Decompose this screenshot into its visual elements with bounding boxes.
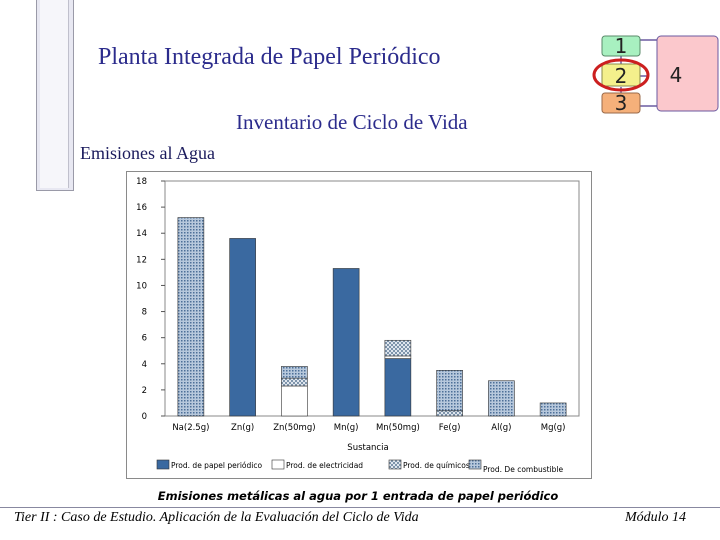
y-tick-label: 18	[136, 177, 147, 187]
chart-caption: Emisiones metálicas al agua por 1 entrad…	[157, 489, 559, 503]
y-tick-label: 0	[142, 412, 147, 422]
nav-step-1-box	[601, 35, 641, 57]
nav-step-4: 4	[670, 63, 683, 87]
legend-swatch	[388, 459, 402, 470]
bar-segment	[332, 268, 360, 417]
bar-segment	[281, 366, 308, 379]
y-tick-label: 10	[136, 281, 147, 291]
legend-label: Prod. de químicos	[403, 461, 470, 470]
bar-segment	[281, 377, 308, 387]
y-tick-label: 2	[142, 386, 147, 396]
plot-area-frame	[164, 180, 580, 417]
y-tick-label: 6	[142, 334, 147, 344]
x-tick-label: Mn(50mg)	[376, 423, 420, 433]
legend-label: Prod. de electricidad	[286, 461, 363, 470]
side-decoration-bar	[36, 0, 74, 191]
footer-course-text: Tier II : Caso de Estudio. Aplicación de…	[14, 510, 419, 525]
nav-step-3: 3	[615, 91, 628, 115]
bar-segment	[177, 217, 205, 417]
bar-segment	[229, 238, 256, 417]
y-tick-label: 16	[136, 203, 147, 213]
x-tick-label: Al(g)	[491, 423, 511, 433]
bar-segment	[436, 410, 463, 417]
nav-step-2-box	[601, 63, 641, 87]
x-tick-label: Fe(g)	[439, 423, 461, 433]
y-tick-label: 8	[142, 308, 147, 318]
x-tick-label: Zn(50mg)	[273, 423, 315, 433]
x-tick-label: Zn(g)	[231, 423, 254, 433]
x-axis-title: Sustancia	[347, 443, 388, 453]
legend-swatch	[271, 459, 285, 470]
x-tick-label: Mg(g)	[541, 423, 566, 433]
y-tick-label: 14	[136, 229, 147, 239]
footer-divider	[0, 507, 720, 508]
slide-subtitle: Inventario de Ciclo de Vida	[236, 110, 468, 134]
x-tick-label: Mn(g)	[334, 423, 359, 433]
bar-segment	[384, 339, 412, 357]
bar-segment	[436, 370, 463, 412]
module-navigation-graphic: 1 2 3 4	[592, 34, 719, 115]
section-label: Emisiones al Agua	[80, 143, 215, 163]
bar-segment	[488, 380, 515, 417]
nav-step-3-box	[601, 92, 641, 114]
bar-segment	[384, 355, 412, 359]
chart-panel: 0 2 4 6 8 10 12 14 16 18 Na(2.5g) Zn(g) Zn(50mg) Mn(g…	[126, 171, 592, 479]
nav-step-4-box	[656, 35, 719, 112]
slide-title: Planta Integrada de Papel Periódico	[98, 44, 441, 70]
legend-label: Prod. de papel periódico	[171, 461, 262, 470]
nav-step-2: 2	[615, 64, 628, 88]
nav-highlight-ring	[592, 58, 650, 92]
nav-step-1: 1	[615, 34, 628, 58]
y-tick-label: 4	[142, 360, 147, 370]
legend-label: Prod. De combustible	[483, 465, 564, 474]
legend-swatch	[468, 459, 482, 470]
x-tick-label: Na(2.5g)	[172, 423, 209, 433]
legend-swatch	[156, 459, 170, 470]
bar-chart: 0 2 4 6 8 10 12 14 16 18 Na(2.5g) Zn(g) Zn(50mg) Mn(g…	[136, 177, 580, 474]
bar-segment	[539, 402, 567, 417]
footer-module-number: Módulo 14	[624, 510, 686, 525]
y-tick-label: 12	[136, 255, 147, 265]
bar-segment	[384, 358, 412, 417]
bar-segment	[281, 385, 308, 417]
